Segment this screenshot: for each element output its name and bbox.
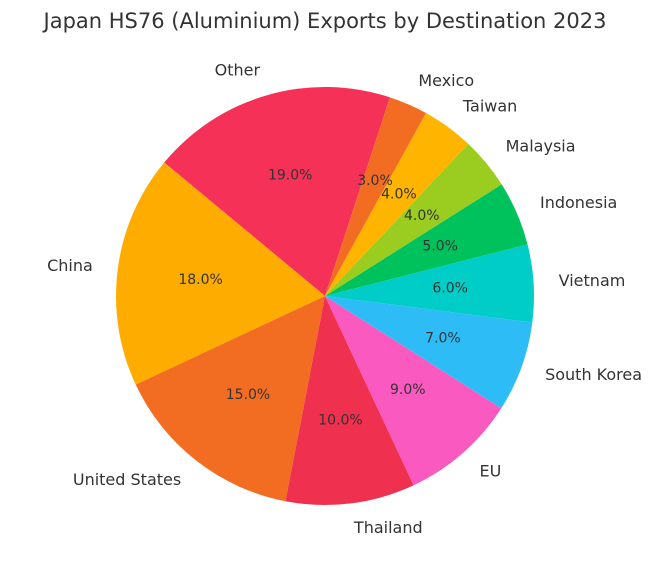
percent-label: 7.0%	[425, 331, 461, 347]
pie-slice	[325, 97, 427, 296]
slice-label: Vietnam	[559, 271, 626, 290]
pie-slice	[325, 244, 534, 323]
percent-label: 9.0%	[390, 382, 426, 398]
percent-label: 10.0%	[318, 412, 362, 428]
slice-label: United States	[73, 470, 181, 489]
slice-label: Thailand	[353, 518, 423, 537]
pie-slice	[116, 162, 325, 385]
percent-label: 6.0%	[432, 280, 468, 296]
pie-slice	[325, 113, 469, 296]
pie-slice	[135, 296, 325, 502]
chart-title: Japan HS76 (Aluminium) Exports by Destin…	[42, 9, 607, 33]
pie-slice	[325, 296, 502, 486]
slice-label: EU	[479, 461, 501, 480]
percent-label: 3.0%	[357, 173, 393, 189]
percent-label: 19.0%	[268, 168, 312, 184]
pie-slice	[325, 296, 533, 409]
slice-label: Indonesia	[540, 193, 617, 212]
slice-label: Taiwan	[462, 96, 517, 115]
pie-slice	[164, 86, 390, 296]
percent-label: 4.0%	[404, 208, 440, 224]
pie-slice	[325, 143, 502, 296]
slice-label: South Korea	[545, 365, 642, 384]
slice-label: China	[47, 256, 93, 275]
percent-label: 5.0%	[422, 238, 458, 254]
slice-label: Other	[215, 61, 261, 80]
percent-label: 4.0%	[381, 187, 417, 203]
slice-label: Mexico	[418, 71, 474, 90]
pie-slice	[325, 184, 528, 296]
percent-label: 15.0%	[226, 387, 270, 403]
pie-slice	[285, 296, 414, 505]
slice-label: Malaysia	[506, 137, 576, 156]
percent-label: 18.0%	[178, 272, 222, 288]
